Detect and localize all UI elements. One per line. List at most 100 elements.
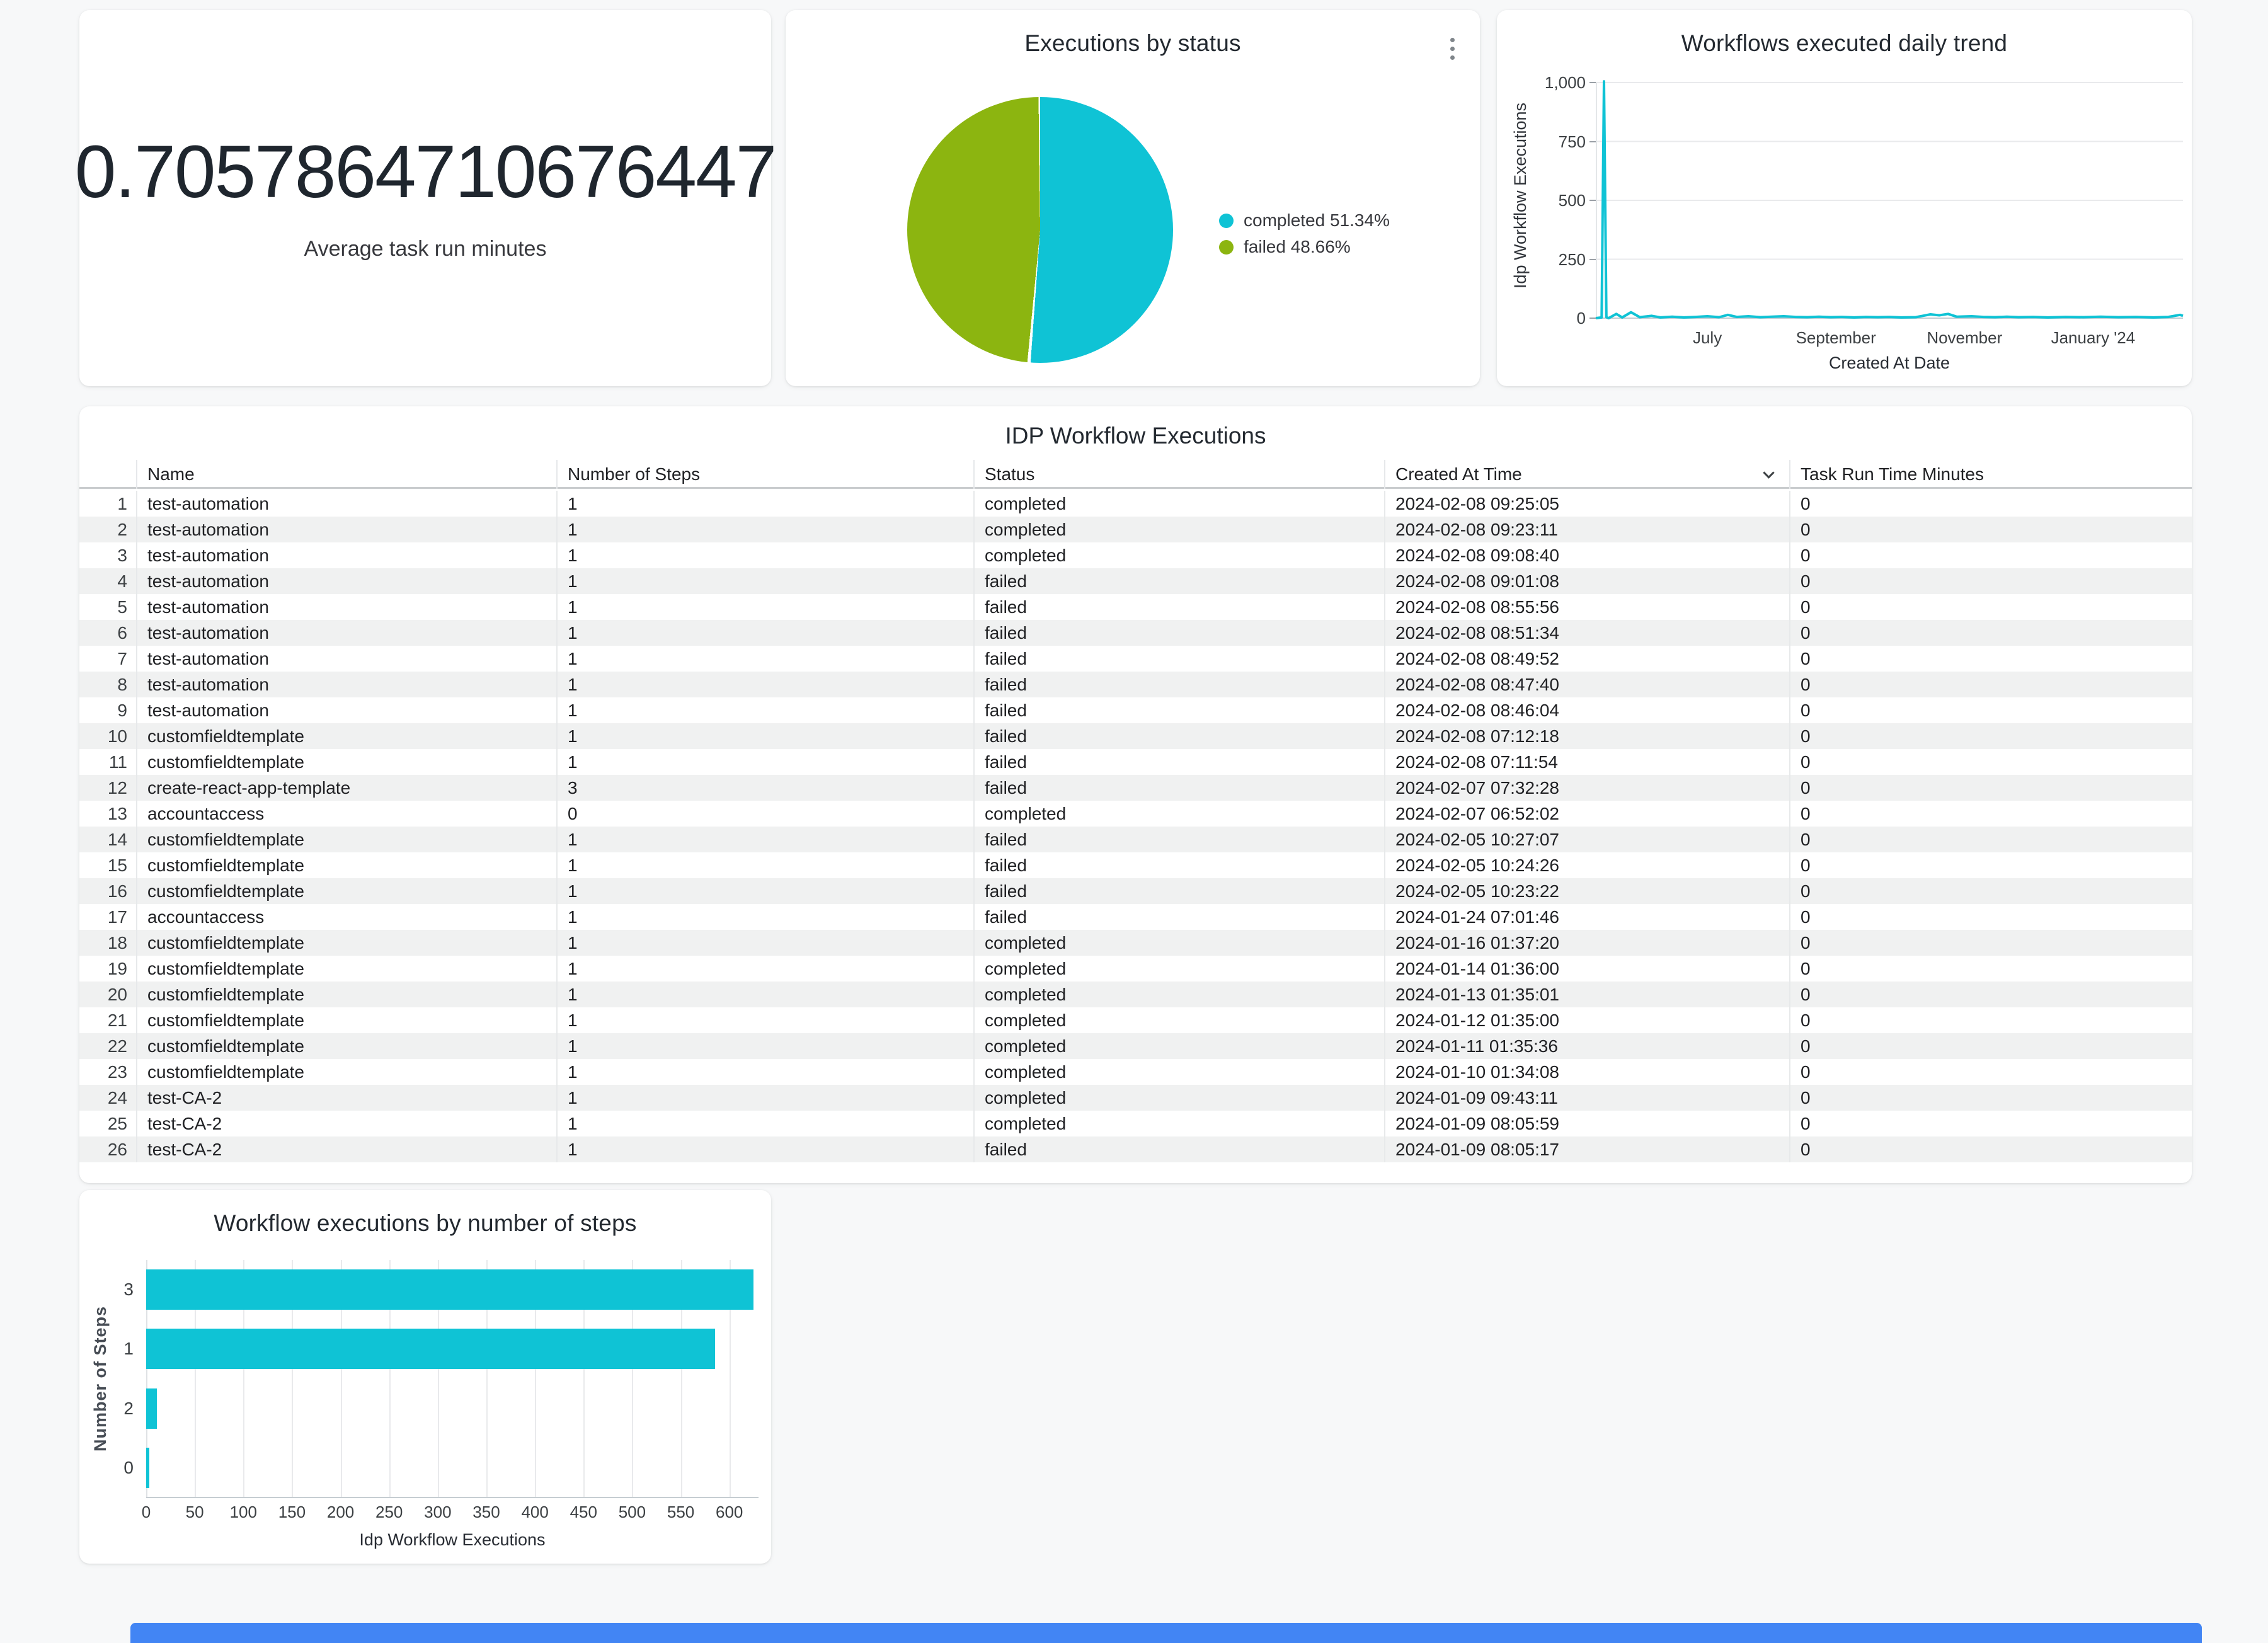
line-x-tick-label: November [1927,328,2003,347]
table-row[interactable]: 19 customfieldtemplate 1 completed 2024-01-1… [79,956,2192,982]
table-row[interactable]: 2 test-automation 1 completed 2024-02-08 09:… [79,517,2192,542]
created-at-cell: 2024-02-07 06:52:02 [1384,801,1789,827]
bar-x-tick-label: 250 [375,1503,403,1521]
created-at-cell: 2024-02-05 10:23:22 [1384,878,1789,904]
pie-chart[interactable] [907,97,1173,363]
created-at-cell: 2024-01-09 08:05:59 [1384,1111,1789,1136]
table-row[interactable]: 11 customfieldtemplate 1 failed 2024-02-08 0… [79,749,2192,775]
task-run-cell: 0 [1789,646,2192,672]
created-at-cell: 2024-01-11 01:35:36 [1384,1033,1789,1059]
status-cell: failed [973,594,1384,620]
bar-steps-3[interactable] [146,1269,754,1310]
bar-gridline [340,1260,342,1497]
table-row[interactable]: 3 test-automation 1 completed 2024-02-08 09:… [79,542,2192,568]
table-row[interactable]: 4 test-automation 1 failed 2024-02-08 09:01:… [79,568,2192,594]
bar-steps-1[interactable] [146,1329,715,1369]
bottom-blue-bar[interactable] [130,1623,2202,1643]
table-row[interactable]: 23 customfieldtemplate 1 completed 2024-01-1… [79,1059,2192,1085]
task-run-cell: 0 [1789,749,2192,775]
table-row[interactable]: 14 customfieldtemplate 1 failed 2024-02-05 1… [79,827,2192,852]
status-cell: failed [973,646,1384,672]
bar-chart-title: Workflow executions by number of steps [214,1210,637,1236]
name-cell: customfieldtemplate [136,723,556,749]
task-run-cell: 0 [1789,517,2192,542]
steps-cell: 1 [556,672,973,697]
bar-chart-plot[interactable] [146,1260,759,1497]
name-cell: test-automation [136,517,556,542]
name-cell: customfieldtemplate [136,878,556,904]
task-run-cell: 0 [1789,723,2192,749]
table-body: 1 test-automation 1 completed 2024-02-08 09:… [79,491,2192,1162]
sort-descending-icon [1763,467,1775,479]
bar-steps-0[interactable] [146,1448,149,1488]
status-cell: completed [973,1111,1384,1136]
task-run-cell: 0 [1789,491,2192,517]
table-row[interactable]: 22 customfieldtemplate 1 completed 2024-01-1… [79,1033,2192,1059]
table-row[interactable]: 15 customfieldtemplate 1 failed 2024-02-05 1… [79,852,2192,878]
task-run-cell: 0 [1789,1111,2192,1136]
task-run-cell: 0 [1789,904,2192,930]
task-run-cell: 0 [1789,982,2192,1007]
table-row[interactable]: 5 test-automation 1 failed 2024-02-08 08:55:… [79,594,2192,620]
table-row[interactable]: 10 customfieldtemplate 1 failed 2024-02-08 0… [79,723,2192,749]
status-cell: failed [973,827,1384,852]
line-chart-title: Workflows executed daily trend [1681,30,2008,56]
created-at-cell: 2024-02-08 07:11:54 [1384,749,1789,775]
column-header-status[interactable]: Status [973,460,1384,489]
line-y-tick-label: 750 [1558,132,1586,151]
bar-x-tick-label: 350 [472,1503,500,1521]
column-header-task-run-time-minutes[interactable]: Task Run Time Minutes [1789,460,2192,489]
table-row[interactable]: 7 test-automation 1 failed 2024-02-08 08:49:… [79,646,2192,672]
table-row[interactable]: 8 test-automation 1 failed 2024-02-08 08:47:… [79,672,2192,697]
table-row[interactable]: 16 customfieldtemplate 1 failed 2024-02-05 1… [79,878,2192,904]
steps-cell: 1 [556,542,973,568]
table-row[interactable]: 21 customfieldtemplate 1 completed 2024-01-1… [79,1007,2192,1033]
row-number-cell: 22 [107,1036,127,1056]
name-cell: test-automation [136,594,556,620]
table-row[interactable]: 9 test-automation 1 failed 2024-02-08 08:46:… [79,697,2192,723]
table-row[interactable]: 1 test-automation 1 completed 2024-02-08 09:… [79,491,2192,517]
legend-item[interactable]: completed 51.34% [1219,210,1390,231]
bar-steps-2[interactable] [146,1388,157,1429]
table-row[interactable]: 6 test-automation 1 failed 2024-02-08 08:51:… [79,620,2192,646]
row-number-cell: 2 [117,520,127,539]
table-row[interactable]: 12 create-react-app-template 3 failed 2024-0… [79,775,2192,801]
steps-cell: 1 [556,517,973,542]
line-y-tick-mark [1589,82,1596,83]
table-row[interactable]: 17 accountaccess 1 failed 2024-01-24 07:01:4… [79,904,2192,930]
line-y-tick-label: 1,000 [1544,73,1586,92]
table-row[interactable]: 13 accountaccess 0 completed 2024-02-07 06:5… [79,801,2192,827]
bar-x-tick-label: 550 [667,1503,695,1521]
bar-gridline [486,1260,488,1497]
created-at-cell: 2024-02-08 09:25:05 [1384,491,1789,517]
status-cell: failed [973,1136,1384,1162]
kebab-menu-icon[interactable] [1446,34,1458,64]
column-header-name[interactable]: Name [136,460,556,489]
bar-x-tick-label: 600 [716,1503,743,1521]
created-at-cell: 2024-01-24 07:01:46 [1384,904,1789,930]
task-run-cell: 0 [1789,594,2192,620]
status-cell: failed [973,723,1384,749]
legend-item[interactable]: failed 48.66% [1219,237,1390,257]
name-cell: customfieldtemplate [136,930,556,956]
column-header-number-of-steps[interactable]: Number of Steps [556,460,973,489]
status-cell: completed [973,542,1384,568]
table-row[interactable]: 25 test-CA-2 1 completed 2024-01-09 08:05:59… [79,1111,2192,1136]
table-row[interactable]: 24 test-CA-2 1 completed 2024-01-09 09:43:11… [79,1085,2192,1111]
status-cell: failed [973,852,1384,878]
bar-category-label: 0 [123,1458,134,1477]
name-cell: test-automation [136,542,556,568]
task-run-cell: 0 [1789,697,2192,723]
bar-x-axis-title: Idp Workflow Executions [359,1530,546,1549]
row-number-cell: 25 [107,1114,127,1133]
created-at-cell: 2024-02-05 10:24:26 [1384,852,1789,878]
row-number-cell: 20 [107,985,127,1004]
status-cell: failed [973,878,1384,904]
line-series[interactable] [1595,80,2184,319]
table-row[interactable]: 26 test-CA-2 1 failed 2024-01-09 08:05:17 0 [79,1136,2192,1162]
line-chart-card: Workflows executed daily trend Idp Workf… [1497,10,2192,386]
table-row[interactable]: 18 customfieldtemplate 1 completed 2024-01-1… [79,930,2192,956]
column-header-created-at-time[interactable]: Created At Time [1384,460,1789,489]
line-x-tick-label: September [1796,328,1876,347]
table-row[interactable]: 20 customfieldtemplate 1 completed 2024-01-1… [79,982,2192,1007]
